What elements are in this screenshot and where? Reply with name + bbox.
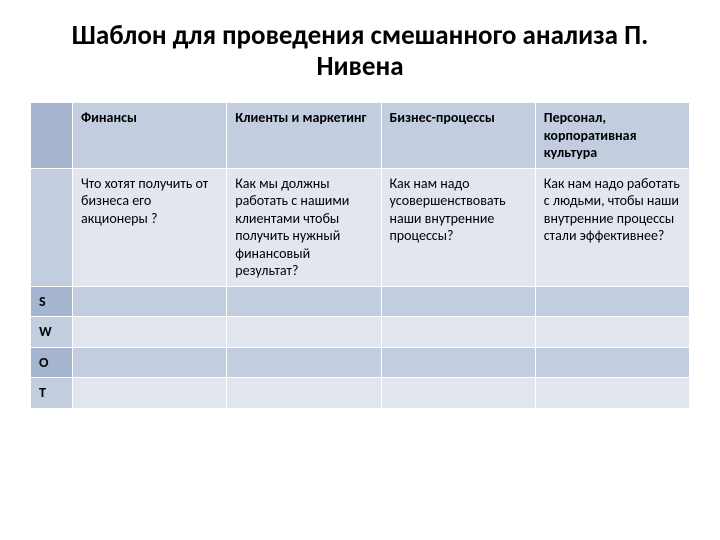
questions-row: Что хотят получить от бизнеса его акцион… bbox=[31, 168, 690, 286]
cell-w-clients bbox=[227, 317, 381, 348]
cell-o-personnel bbox=[535, 347, 689, 378]
header-empty bbox=[31, 103, 73, 169]
question-processes: Как нам надо усовершенствовать наши внут… bbox=[381, 168, 535, 286]
page-title: Шаблон для проведения смешанного анализа… bbox=[30, 20, 690, 82]
cell-t-personnel bbox=[535, 378, 689, 409]
cell-w-personnel bbox=[535, 317, 689, 348]
cell-o-finance bbox=[73, 347, 227, 378]
cell-o-clients bbox=[227, 347, 381, 378]
cell-s-personnel bbox=[535, 286, 689, 317]
question-finance: Что хотят получить от бизнеса его акцион… bbox=[73, 168, 227, 286]
table-header-row: Финансы Клиенты и маркетинг Бизнес-проце… bbox=[31, 103, 690, 169]
cell-o-processes bbox=[381, 347, 535, 378]
swot-label-w: W bbox=[31, 317, 73, 348]
cell-w-finance bbox=[73, 317, 227, 348]
question-personnel: Как нам надо работать с людьми, чтобы на… bbox=[535, 168, 689, 286]
question-clients: Как мы должны работать с нашими клиентам… bbox=[227, 168, 381, 286]
cell-t-finance bbox=[73, 378, 227, 409]
cell-s-clients bbox=[227, 286, 381, 317]
cell-t-processes bbox=[381, 378, 535, 409]
analysis-table: Финансы Клиенты и маркетинг Бизнес-проце… bbox=[30, 102, 690, 409]
swot-label-t: T bbox=[31, 378, 73, 409]
cell-t-clients bbox=[227, 378, 381, 409]
col-header-finance: Финансы bbox=[73, 103, 227, 169]
cell-s-processes bbox=[381, 286, 535, 317]
swot-row-o: O bbox=[31, 347, 690, 378]
swot-row-w: W bbox=[31, 317, 690, 348]
col-header-processes: Бизнес-процессы bbox=[381, 103, 535, 169]
col-header-clients: Клиенты и маркетинг bbox=[227, 103, 381, 169]
questions-row-label bbox=[31, 168, 73, 286]
swot-label-s: S bbox=[31, 286, 73, 317]
cell-w-processes bbox=[381, 317, 535, 348]
swot-row-s: S bbox=[31, 286, 690, 317]
col-header-personnel: Персонал, корпоративная культура bbox=[535, 103, 689, 169]
swot-label-o: O bbox=[31, 347, 73, 378]
swot-row-t: T bbox=[31, 378, 690, 409]
cell-s-finance bbox=[73, 286, 227, 317]
